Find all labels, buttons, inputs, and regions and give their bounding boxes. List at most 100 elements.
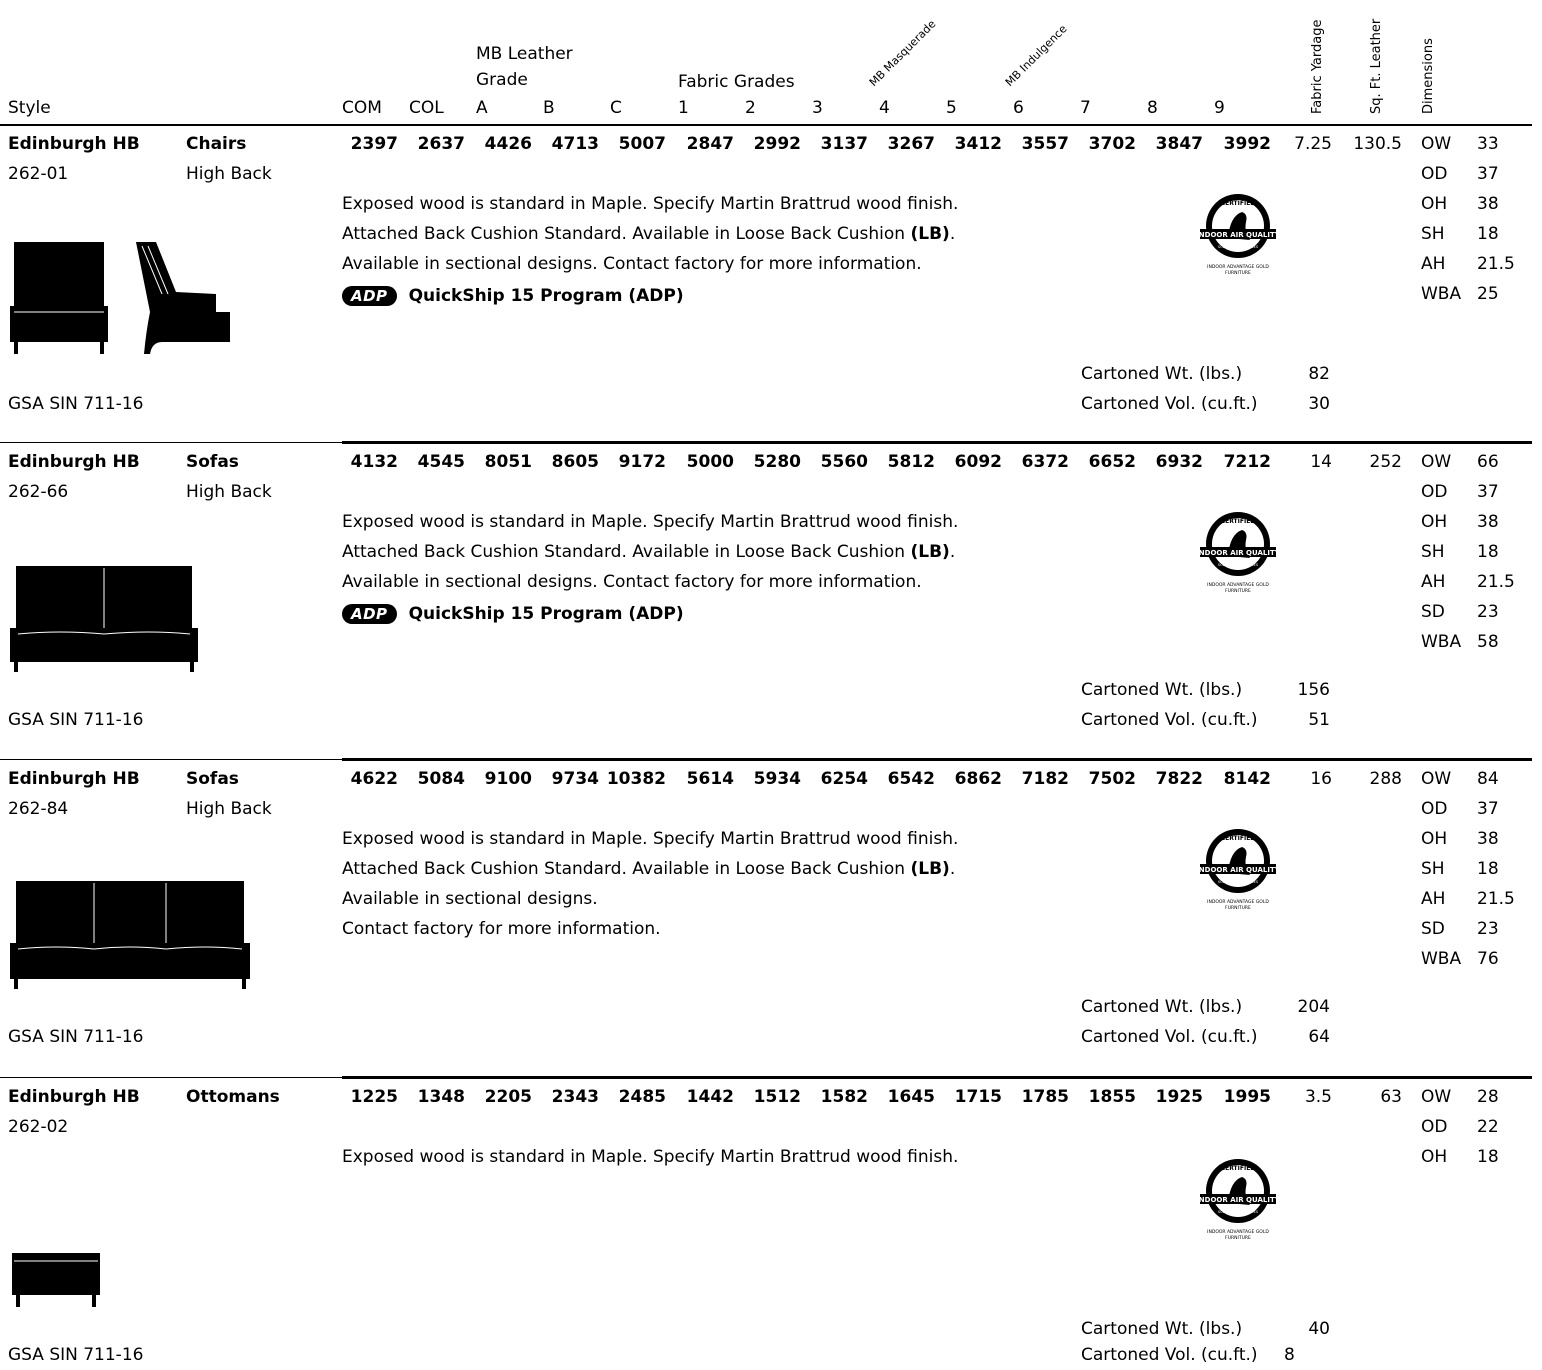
svg-text:INDOOR ADVANTAGE GOLD: INDOOR ADVANTAGE GOLD [1207, 1229, 1269, 1235]
product-262-02: Edinburgh HB 262-02 Ottomans 1225 1348 2… [8, 1087, 1499, 1365]
price-b: 4713 [551, 134, 599, 154]
price-7: 7502 [1088, 769, 1136, 789]
grade-header-4: 4 [879, 98, 890, 118]
cartoned-weight: 204 [1297, 997, 1330, 1017]
sq-ft-leather: 288 [1369, 769, 1402, 789]
leather-grade-label-2: Grade [476, 70, 528, 90]
price-7: 1855 [1088, 1087, 1136, 1107]
cartoned-weight: 40 [1308, 1319, 1330, 1339]
note-line-1: Exposed wood is standard in Maple. Speci… [342, 829, 959, 849]
product-code: 262-84 [8, 799, 69, 819]
cartoned-volume: 8 [1284, 1345, 1295, 1365]
svg-text:CERTIFIED: CERTIFIED [1221, 200, 1256, 207]
price-9: 1995 [1223, 1087, 1271, 1107]
product-subtype: High Back [186, 482, 272, 502]
price-6: 7182 [1021, 769, 1069, 789]
cartoned-weight-label: Cartoned Wt. (lbs.) [1081, 997, 1243, 1017]
price-9: 7212 [1223, 452, 1271, 472]
ottoman-icon [12, 1253, 100, 1307]
price-3: 1582 [820, 1087, 868, 1107]
sq-ft-leather: 130.5 [1353, 134, 1402, 154]
cartoned-volume: 64 [1308, 1027, 1330, 1047]
price-com: 1225 [350, 1087, 398, 1107]
col-com-header: COM [342, 98, 382, 118]
cartoned-weight: 82 [1308, 364, 1330, 384]
svg-text:CERTIFIED: CERTIFIED [1221, 1165, 1256, 1172]
dimensions-header: Dimensions [1421, 38, 1436, 114]
cartoned-volume-label: Cartoned Vol. (cu.ft.) [1081, 1345, 1258, 1365]
price-1: 5000 [686, 452, 734, 472]
price-7: 3702 [1088, 134, 1136, 154]
price-4: 3267 [887, 134, 935, 154]
indoor-air-quality-badge: INDOOR AIR QUALITY CERTIFIED SCS GLOBAL … [1198, 194, 1278, 276]
chair-side-icon [136, 242, 230, 354]
price-c: 10382 [606, 769, 666, 789]
price-col: 5084 [417, 769, 465, 789]
col-col-header: COL [409, 98, 444, 118]
price-b: 2343 [551, 1087, 599, 1107]
product-name: Edinburgh HB [8, 134, 140, 154]
section-divider-thick [342, 441, 1532, 444]
price-a: 2205 [484, 1087, 532, 1107]
grade-header-5: 5 [946, 98, 957, 118]
grade-header-c: C [610, 98, 622, 118]
svg-text:FURNITURE: FURNITURE [1225, 905, 1251, 911]
product-category: Ottomans [186, 1087, 280, 1107]
price-5: 1715 [954, 1087, 1002, 1107]
section-divider-thick [342, 1076, 1532, 1079]
price-3: 5560 [820, 452, 868, 472]
sofa-three-seat-icon [10, 881, 250, 989]
note-line-1: Exposed wood is standard in Maple. Speci… [342, 1147, 959, 1167]
price-5: 6862 [954, 769, 1002, 789]
product-262-84: Edinburgh HB 262-84 Sofas High Back 4622… [8, 769, 1515, 1047]
product-code: 262-02 [8, 1117, 69, 1137]
cartoned-volume: 51 [1308, 710, 1330, 730]
price-com: 4622 [350, 769, 398, 789]
chair-front-icon [10, 242, 108, 354]
product-name: Edinburgh HB [8, 452, 140, 472]
note-line-2: Attached Back Cushion Standard. Availabl… [342, 859, 956, 879]
note-line-4: Contact factory for more information. [342, 919, 661, 939]
note-line-2: Attached Back Cushion Standard. Availabl… [342, 542, 956, 562]
price-4: 1645 [887, 1087, 935, 1107]
adp-program: ADP QuickShip 15 Program (ADP) [342, 286, 684, 306]
cartoned-volume: 30 [1308, 394, 1330, 414]
product-262-01: Edinburgh HB 262-01 Chairs High Back 239… [8, 134, 1515, 414]
svg-text:FURNITURE: FURNITURE [1225, 270, 1251, 276]
price-col: 1348 [417, 1087, 465, 1107]
svg-text:INDOOR AIR QUALITY: INDOOR AIR QUALITY [1198, 866, 1278, 874]
product-category: Chairs [186, 134, 247, 154]
svg-text:SCS GLOBAL SERVICES: SCS GLOBAL SERVICES [1218, 880, 1259, 884]
grade-header-2: 2 [745, 98, 756, 118]
product-category: Sofas [186, 452, 239, 472]
col-style-header: Style [8, 98, 51, 118]
svg-text:INDOOR AIR QUALITY: INDOOR AIR QUALITY [1198, 1196, 1278, 1204]
svg-text:CERTIFIED: CERTIFIED [1221, 518, 1256, 525]
price-1: 1442 [686, 1087, 734, 1107]
price-c: 2485 [618, 1087, 666, 1107]
fabric-yardage: 7.25 [1294, 134, 1332, 154]
grade-header-8: 8 [1147, 98, 1158, 118]
section-divider-thick [342, 758, 1532, 761]
price-9: 3992 [1223, 134, 1271, 154]
cartoned-volume-label: Cartoned Vol. (cu.ft.) [1081, 394, 1258, 414]
price-2: 5280 [753, 452, 801, 472]
price-com: 2397 [350, 134, 398, 154]
sq-ft-leather: 252 [1369, 452, 1402, 472]
header-divider [0, 124, 1532, 126]
svg-text:SCS GLOBAL SERVICES: SCS GLOBAL SERVICES [1218, 245, 1259, 249]
gsa-sin: GSA SIN 711-16 [8, 1027, 144, 1047]
price-com: 4132 [350, 452, 398, 472]
price-3: 6254 [820, 769, 868, 789]
note-line-3: Available in sectional designs. Contact … [342, 572, 922, 592]
adp-icon: ADP [342, 286, 397, 306]
price-c: 5007 [618, 134, 666, 154]
price-a: 4426 [484, 134, 532, 154]
price-6: 6372 [1021, 452, 1069, 472]
adp-icon: ADP [342, 604, 397, 624]
cartoned-weight-label: Cartoned Wt. (lbs.) [1081, 680, 1243, 700]
indulgence-label: MB Indulgence [1002, 22, 1070, 90]
product-code: 262-66 [8, 482, 69, 502]
svg-text:INDOOR ADVANTAGE GOLD: INDOOR ADVANTAGE GOLD [1207, 264, 1269, 270]
sq-ft-leather: 63 [1380, 1087, 1402, 1107]
